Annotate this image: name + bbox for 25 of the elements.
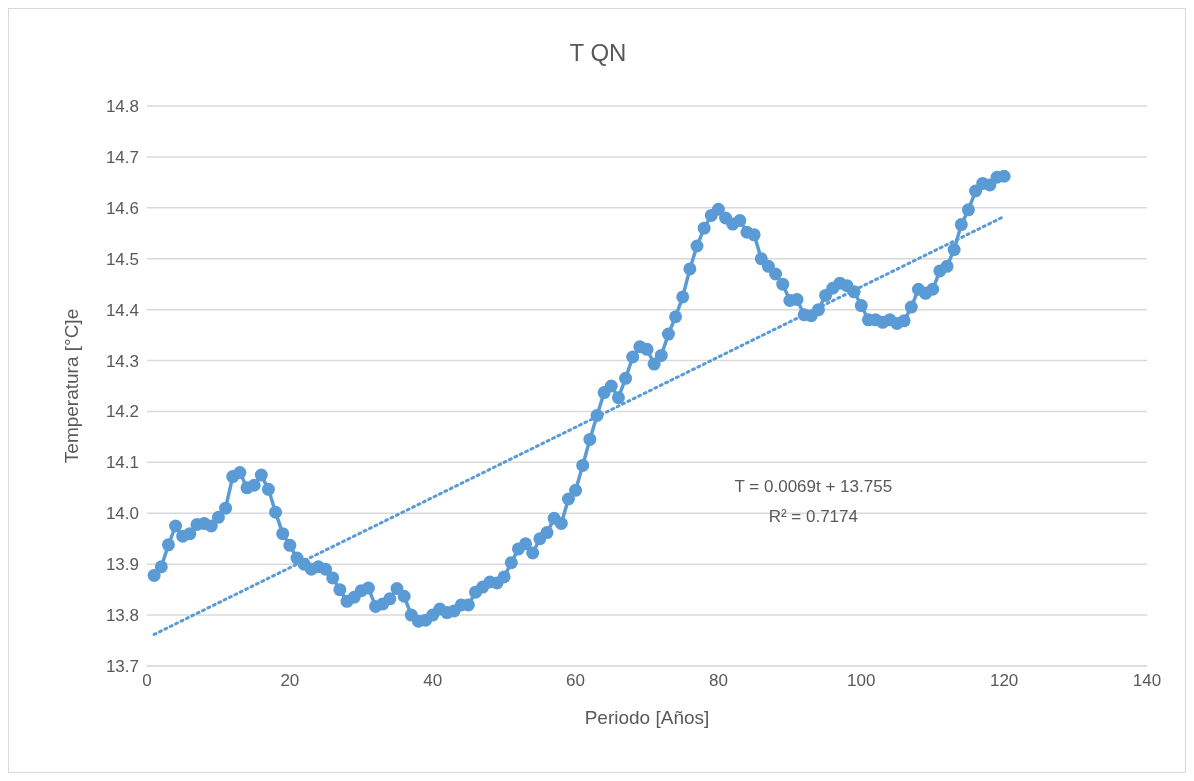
- x-tick-label: 0: [142, 671, 152, 691]
- annotation: R² = 0.7174: [767, 506, 859, 528]
- y-tick-label: 13.8: [105, 606, 139, 626]
- y-tick-label: 14.6: [105, 198, 139, 218]
- y-tick-label: 14.8: [105, 97, 139, 117]
- y-tick-label: 14.7: [105, 147, 139, 167]
- y-tick-label: 13.9: [105, 555, 139, 575]
- y-tick-label: 14.3: [105, 351, 139, 371]
- x-axis-title: Periodo [Años]: [584, 707, 710, 728]
- y-tick-label: 14.5: [105, 249, 139, 269]
- x-tick-label: 100: [847, 671, 876, 691]
- y-tick-label: 13.7: [105, 657, 139, 677]
- y-tick-label: 14.0: [105, 504, 139, 524]
- y-tick-label: 14.1: [105, 453, 139, 473]
- x-tick-label: 60: [566, 671, 586, 691]
- x-tick-label: 80: [708, 671, 728, 691]
- x-tick-label: 140: [1132, 671, 1162, 691]
- y-tick-label: 14.4: [105, 300, 139, 320]
- y-axis-title: Temperatura [°C]e: [60, 308, 82, 464]
- x-tick-label: 120: [989, 671, 1019, 691]
- x-tick-label: 20: [280, 671, 300, 691]
- annotation: T = 0.0069t + 13.755: [733, 476, 894, 498]
- x-tick-label: 40: [423, 671, 443, 691]
- y-tick-label: 14.2: [105, 402, 139, 422]
- chart-title: T QN: [568, 39, 628, 67]
